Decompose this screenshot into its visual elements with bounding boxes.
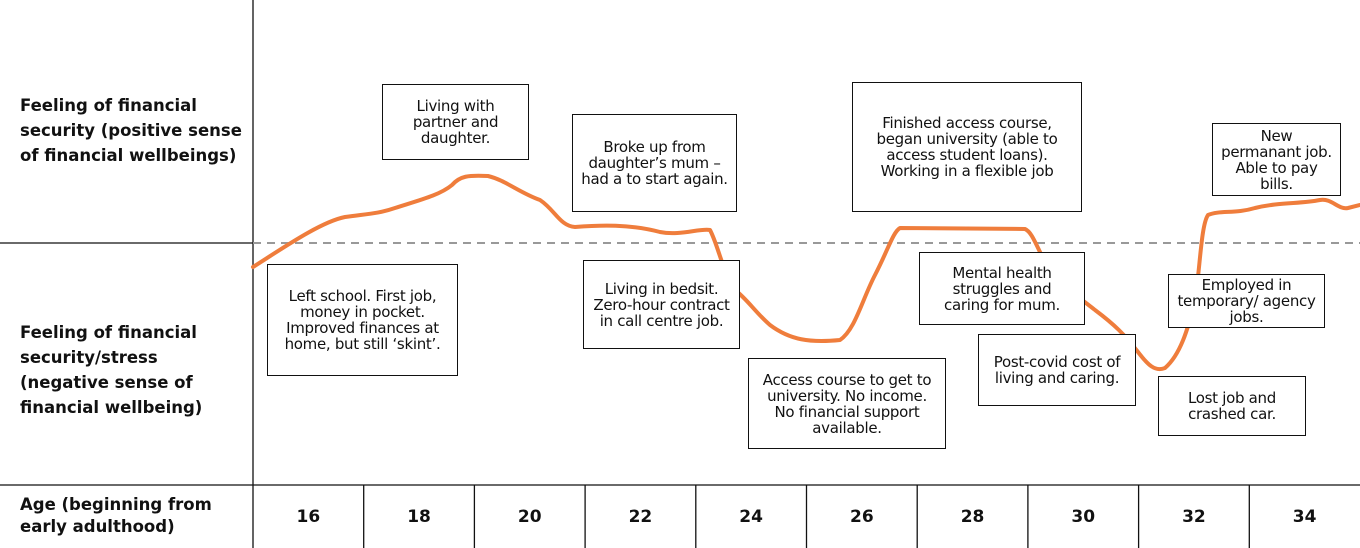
row-label: Feeling of financial security/stress (ne…: [20, 323, 203, 417]
annotation: Employed in temporary/ agency jobs.: [1168, 274, 1325, 328]
age-label: 32: [1182, 506, 1206, 527]
age-label: 26: [850, 506, 874, 527]
annotation: Finished access course, began university…: [852, 82, 1082, 212]
age-dividers: [363, 485, 1250, 548]
journey-curve: [251, 173, 1360, 372]
row-label: Feeling of financial security (positive …: [20, 96, 242, 165]
age-label: 16: [296, 506, 321, 527]
row-label: Age (beginning from early adulthood): [20, 495, 212, 536]
annotation: Mental health struggles and caring for m…: [919, 252, 1085, 325]
age-label: 28: [960, 506, 985, 527]
age-label: 20: [517, 506, 542, 527]
age-label: 22: [628, 506, 653, 527]
annotation: Living in bedsit. Zero-hour contract in …: [583, 260, 740, 349]
annotation: Left school. First job, money in pocket.…: [267, 264, 458, 376]
annotation: Living with partner and daughter.: [382, 84, 529, 160]
age-label: 18: [407, 506, 431, 527]
age-label: 34: [1292, 506, 1317, 527]
age-label: 30: [1071, 506, 1096, 527]
annotation: Broke up from daughter’s mum – had a to …: [572, 114, 737, 212]
annotation: Post-covid cost of living and caring.: [978, 334, 1136, 406]
age-label: 24: [739, 506, 763, 527]
annotation: New permanant job. Able to pay bills.: [1212, 123, 1341, 196]
annotation: Lost job and crashed car.: [1158, 376, 1306, 436]
annotation: Access course to get to university. No i…: [748, 358, 946, 449]
